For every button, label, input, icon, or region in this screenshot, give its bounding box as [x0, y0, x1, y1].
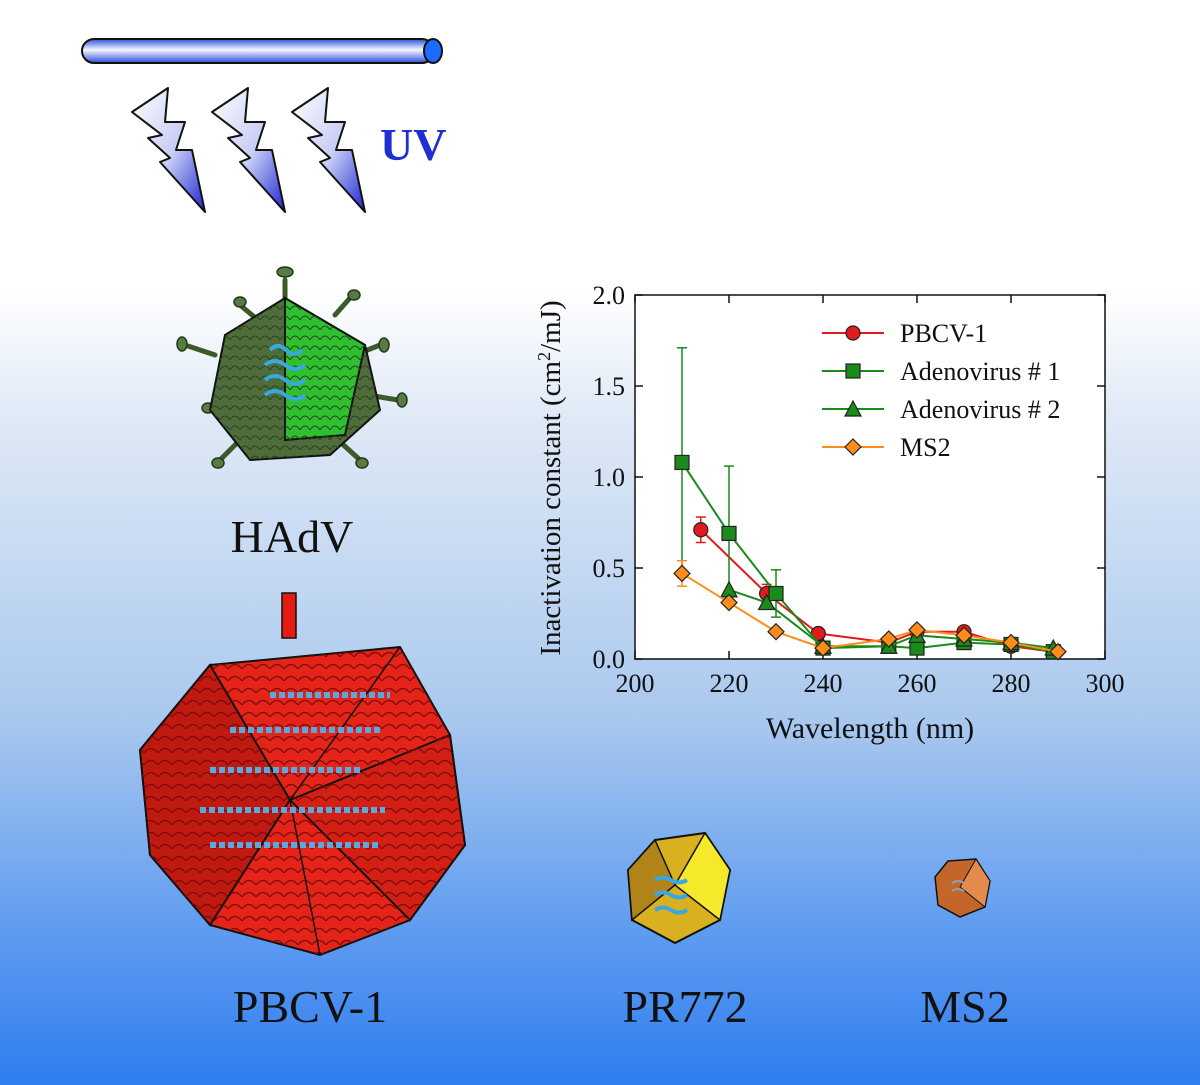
legend-marker	[844, 399, 862, 417]
data-point	[757, 593, 776, 611]
legend-marker	[844, 438, 862, 456]
x-tick-label: 300	[1086, 669, 1125, 698]
legend-marker	[845, 363, 861, 379]
legend-item: Adenovirus # 1	[822, 357, 1060, 386]
inactivation-chart: 200 220 240 260 280 300 0.0 0.5 1.0 1.5 2.0 PBCV-1…	[534, 281, 1125, 745]
data-point	[908, 621, 926, 639]
data-point	[879, 630, 898, 648]
x-axis-label: Wavelength (nm)	[766, 712, 974, 745]
legend-label: MS2	[900, 433, 951, 462]
lightning-bolt-icon	[291, 87, 366, 213]
ms2-virus-illustration	[934, 858, 991, 918]
lightning-bolt-icon	[211, 87, 286, 213]
y-tick-label: 0.5	[593, 554, 626, 583]
data-point	[955, 626, 973, 645]
data-point	[1049, 642, 1067, 661]
pbcv1-label: PBCV-1	[232, 981, 388, 1032]
legend-marker	[845, 325, 861, 341]
data-point	[673, 564, 691, 583]
x-tick-label: 240	[804, 669, 843, 698]
y-axis-label: Inactivation constant (cm2/mJ)	[534, 300, 567, 655]
series-ms2	[673, 559, 1067, 661]
data-point	[674, 454, 690, 471]
y-tick-label: 2.0	[593, 281, 626, 310]
pbcv1-virus-illustration	[138, 592, 467, 957]
pr772-virus-illustration	[626, 831, 732, 945]
legend-item: PBCV-1	[822, 319, 987, 348]
data-point	[1002, 633, 1020, 652]
uv-label: UV	[380, 119, 447, 170]
data-point	[909, 640, 925, 656]
x-tick-label: 260	[898, 669, 937, 698]
y-tick-label: 1.0	[593, 463, 626, 492]
y-tick-label: 1.5	[593, 372, 626, 401]
x-tick-label: 220	[710, 669, 749, 698]
data-point	[768, 585, 784, 602]
pr772-label: PR772	[622, 981, 748, 1032]
data-point	[814, 639, 832, 657]
data-point	[720, 593, 738, 612]
legend-label: Adenovirus # 2	[900, 395, 1060, 424]
plot-area	[634, 294, 1106, 660]
x-tick-label: 200	[616, 669, 655, 698]
data-point	[693, 522, 709, 538]
legend-item: MS2	[822, 433, 951, 462]
lightning-bolt-icon	[131, 87, 206, 213]
legend-item: Adenovirus # 2	[822, 395, 1060, 424]
uv-lamp-illustration	[81, 38, 443, 213]
data-point	[767, 622, 785, 641]
x-tick-label: 280	[992, 669, 1031, 698]
hadv-label: HAdV	[230, 511, 354, 562]
uv-tube	[81, 38, 443, 64]
legend-label: Adenovirus # 1	[900, 357, 1060, 386]
hadv-virus-illustration	[176, 266, 408, 469]
legend-label: PBCV-1	[900, 319, 987, 348]
y-tick-label: 0.0	[593, 645, 626, 674]
data-point	[721, 525, 737, 542]
ms2-label: MS2	[920, 981, 1010, 1032]
